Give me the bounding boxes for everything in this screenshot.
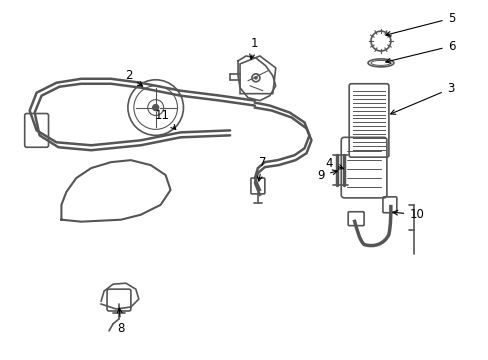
Text: 7: 7 [257,156,266,181]
Text: 8: 8 [117,308,124,336]
Text: 10: 10 [392,208,423,221]
Text: 4: 4 [325,157,343,170]
Text: 1: 1 [249,37,258,59]
Circle shape [254,76,257,79]
Circle shape [152,105,158,111]
Text: 2: 2 [125,69,142,86]
Text: 6: 6 [385,40,454,63]
Text: 3: 3 [390,82,453,114]
Text: 9: 9 [317,168,337,181]
Text: 5: 5 [385,12,454,36]
Text: 11: 11 [155,109,175,130]
